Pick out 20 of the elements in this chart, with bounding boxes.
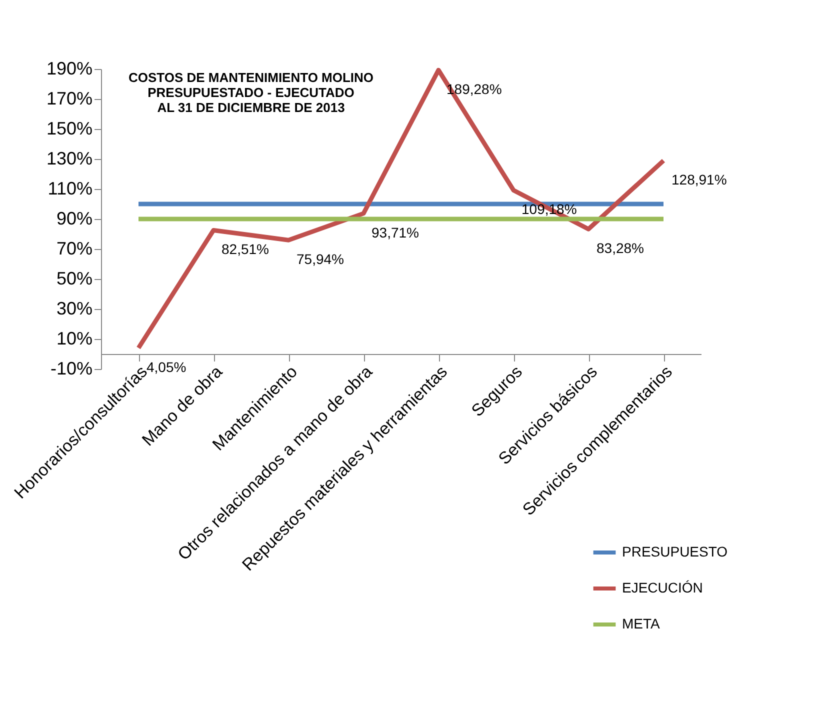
- y-tick-label: 70%: [56, 238, 92, 258]
- y-tick-label: 150%: [46, 118, 92, 138]
- data-label: 128,91%: [672, 172, 727, 188]
- data-label: 83,28%: [596, 240, 644, 256]
- y-tick-label: 110%: [48, 178, 92, 198]
- legend-label: PRESUPUESTO: [622, 544, 728, 560]
- data-label: 82,51%: [222, 241, 269, 258]
- y-tick-label: 90%: [56, 208, 92, 228]
- y-tick-label: 190%: [46, 58, 92, 78]
- data-label: 75,94%: [296, 251, 344, 268]
- y-tick-label: 30%: [56, 298, 92, 318]
- y-tick-label: 170%: [46, 88, 92, 108]
- y-tick-label: 130%: [46, 148, 92, 168]
- text: COSTOS DE MANTENIMIENTO MOLINO PRESUPUESTADO - EJECUTADO AL 31 DE DICIEMBRE DE 2013: [128, 70, 374, 115]
- legend-label: META: [622, 616, 661, 632]
- data-label: 93,71%: [372, 224, 419, 240]
- data-label: 4,05%: [146, 358, 186, 375]
- legend-label: EJECUCIÓN: [622, 580, 703, 596]
- y-tick-label: 50%: [56, 268, 92, 288]
- y-tick-label: 10%: [56, 328, 92, 348]
